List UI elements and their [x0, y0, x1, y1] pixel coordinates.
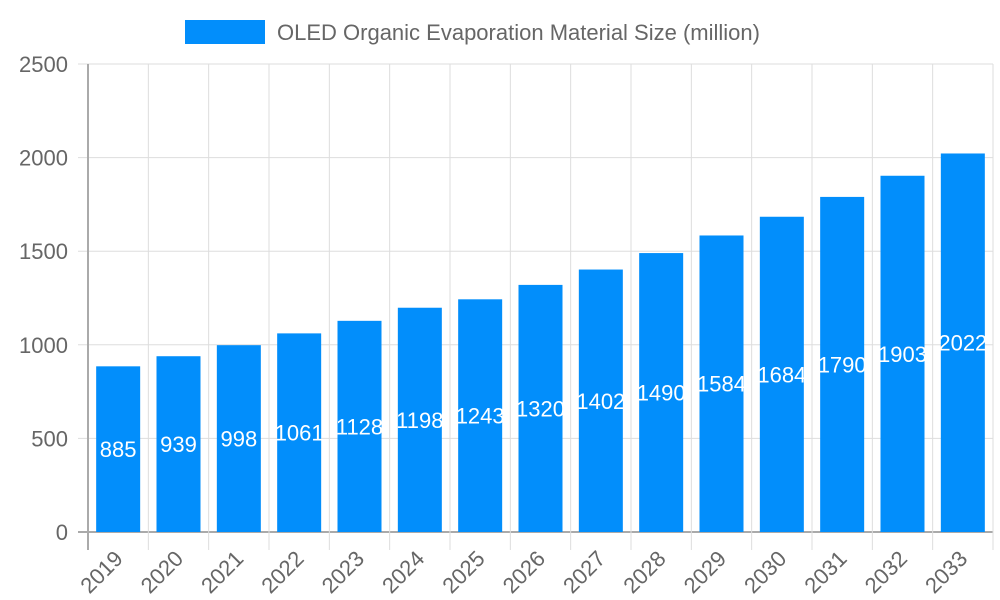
x-tick-label: 2029 [679, 546, 731, 598]
data-label: 1061 [275, 421, 324, 446]
data-label: 1198 [396, 408, 443, 433]
x-tick-label: 2033 [920, 546, 972, 598]
data-label: 1684 [757, 362, 806, 387]
bar [337, 320, 382, 532]
bar [458, 299, 503, 532]
data-label: 2022 [938, 331, 987, 356]
y-tick-label: 1500 [19, 239, 68, 264]
x-tick-label: 2028 [618, 546, 670, 598]
legend[interactable]: OLED Organic Evaporation Material Size (… [185, 20, 760, 45]
data-label: 1243 [456, 404, 505, 429]
bar [96, 366, 141, 532]
bar [639, 253, 684, 532]
x-tick-label: 2030 [739, 546, 791, 598]
data-label: 1903 [878, 342, 927, 367]
y-tick-label: 1000 [19, 333, 68, 358]
y-tick-label: 0 [56, 520, 68, 545]
x-tick-label: 2021 [196, 546, 248, 598]
data-label: 885 [100, 437, 137, 462]
x-tick-label: 2024 [377, 546, 429, 598]
x-tick-label: 2026 [498, 546, 550, 598]
bar [216, 345, 261, 532]
data-label: 1490 [637, 381, 686, 406]
bar [156, 356, 201, 532]
data-label: 1128 [336, 414, 383, 439]
bar [880, 175, 925, 532]
bar [277, 333, 322, 532]
x-tick-label: 2027 [558, 546, 610, 598]
data-label: 998 [220, 427, 257, 452]
y-tick-label: 2000 [19, 146, 68, 171]
bar [820, 196, 865, 533]
bar [759, 216, 804, 533]
bar [397, 307, 442, 532]
bar [699, 235, 744, 532]
legend-swatch [185, 20, 265, 44]
bars: 885 939 998 1061 1128 1198 1243 1320 1402 1490 158… [96, 153, 987, 533]
data-label: 1790 [818, 352, 867, 377]
legend-label: OLED Organic Evaporation Material Size (… [277, 20, 760, 45]
x-tick-label: 2032 [860, 546, 912, 598]
x-tick-label: 2019 [75, 546, 127, 598]
data-label: 939 [160, 432, 197, 457]
bar [940, 153, 985, 532]
x-tick-label: 2031 [799, 546, 851, 598]
data-label: 1320 [516, 396, 565, 421]
x-tick-label: 2022 [256, 546, 308, 598]
bar [578, 269, 623, 532]
data-label: 1402 [576, 389, 625, 414]
y-tick-label: 2500 [19, 52, 68, 77]
y-tick-label: 500 [31, 426, 68, 451]
x-tick-label: 2020 [136, 546, 188, 598]
data-label: 1584 [697, 372, 746, 397]
x-tick-label: 2023 [317, 546, 369, 598]
x-tick-label: 2025 [437, 546, 489, 598]
bar [518, 284, 563, 532]
grid [78, 63, 994, 550]
